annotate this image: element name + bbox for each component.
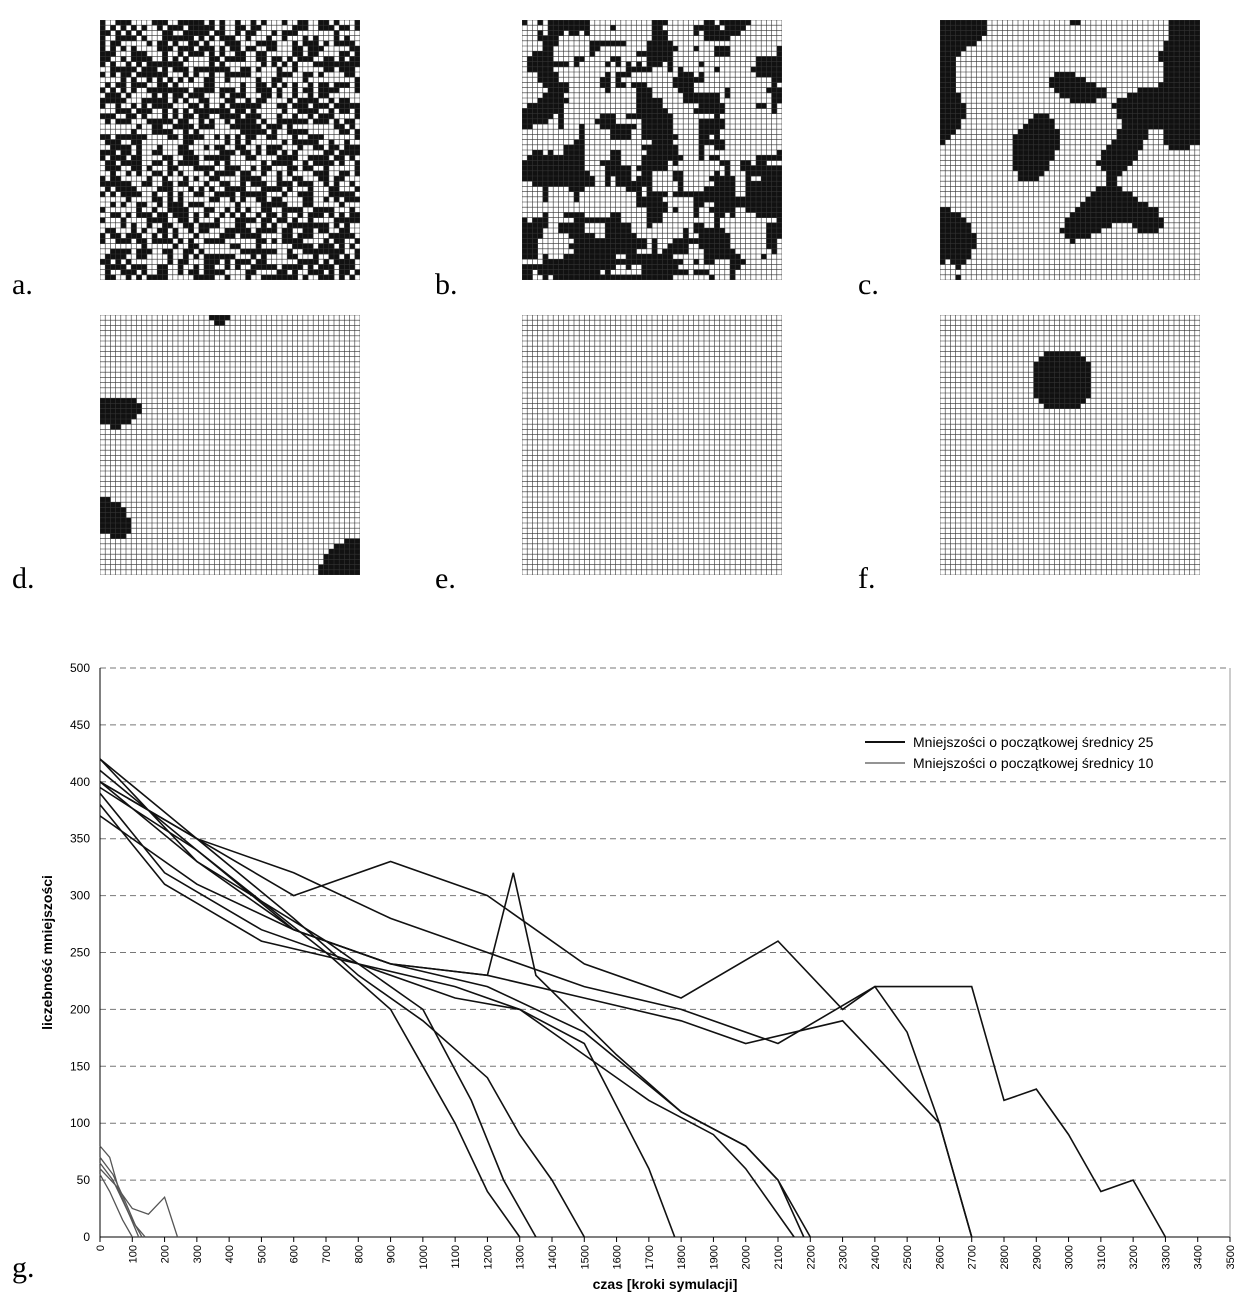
x-tick-label: 400 [224, 1245, 236, 1263]
x-tick-label: 1400 [547, 1245, 559, 1269]
legend-label-1: Mniejszości o początkowej średnicy 25 [913, 734, 1154, 750]
grid-panel-c [940, 20, 1200, 280]
series-line-5 [99, 804, 795, 1238]
series-line-15 [99, 1162, 143, 1238]
x-axis-title: czas [kroki symulacji] [593, 1276, 738, 1292]
x-tick-label: 1300 [515, 1245, 527, 1269]
x-tick-label: 900 [386, 1245, 398, 1263]
x-tick-label: 2300 [838, 1245, 850, 1269]
x-tick-label: 2700 [967, 1245, 979, 1269]
series-line-14 [99, 1174, 133, 1238]
series-line-1 [99, 769, 521, 1238]
x-tick-label: 500 [256, 1245, 268, 1263]
y-tick-label: 100 [70, 1116, 90, 1130]
y-tick-label: 450 [70, 718, 90, 732]
y-axis-title: liczebność mniejszości [39, 875, 55, 1030]
x-tick-label: 3100 [1096, 1245, 1108, 1269]
grid-panel-b [522, 20, 782, 280]
y-tick-label: 0 [83, 1230, 90, 1244]
panel-label-g: g. [12, 1251, 35, 1284]
x-tick-label: 1500 [579, 1245, 591, 1269]
x-tick-label: 800 [353, 1245, 365, 1263]
series-line-4 [99, 792, 676, 1238]
series-line-2 [99, 758, 537, 1238]
x-tick-label: 100 [127, 1245, 139, 1263]
x-tick-label: 2800 [999, 1245, 1011, 1269]
x-tick-label: 3500 [1225, 1245, 1237, 1269]
series-line-12 [99, 1156, 146, 1238]
x-tick-label: 700 [321, 1245, 333, 1263]
y-tick-label: 50 [77, 1173, 91, 1187]
x-tick-label: 1800 [676, 1245, 688, 1269]
x-tick-label: 3400 [1193, 1245, 1205, 1269]
grid-panel-a [100, 20, 360, 280]
grid-panel-f [940, 315, 1200, 575]
series-line-8 [99, 758, 973, 1238]
legend-label-2: Mniejszości o początkowej średnicy 10 [913, 755, 1154, 771]
x-tick-label: 2200 [805, 1245, 817, 1269]
x-tick-label: 200 [160, 1245, 172, 1263]
x-tick-label: 2100 [773, 1245, 785, 1269]
grid-panel-e [522, 315, 782, 575]
y-tick-label: 150 [70, 1059, 90, 1073]
x-tick-label: 3000 [1064, 1245, 1076, 1269]
x-tick-label: 1900 [708, 1245, 720, 1269]
series-line-9 [99, 781, 1167, 1238]
x-tick-label: 2400 [870, 1245, 882, 1269]
panel-label-d: d. [12, 562, 35, 595]
x-tick-label: 2600 [934, 1245, 946, 1269]
series-line-13 [99, 1168, 179, 1238]
x-tick-label: 1100 [450, 1245, 462, 1269]
y-tick-label: 300 [70, 889, 90, 903]
x-tick-label: 3300 [1160, 1245, 1172, 1269]
panel-label-b: b. [435, 268, 458, 301]
y-tick-label: 250 [70, 946, 90, 960]
x-tick-label: 1200 [482, 1245, 494, 1269]
series-line-10 [99, 786, 973, 1238]
panel-label-c: c. [858, 268, 879, 301]
x-tick-label: 600 [289, 1245, 301, 1263]
x-tick-label: 0 [95, 1245, 107, 1251]
x-tick-label: 3200 [1128, 1245, 1140, 1269]
series-line-11 [99, 1145, 140, 1238]
y-tick-label: 500 [70, 661, 90, 675]
y-tick-label: 200 [70, 1002, 90, 1016]
x-tick-label: 1700 [644, 1245, 656, 1269]
panel-label-a: a. [12, 268, 33, 301]
x-tick-label: 2000 [741, 1245, 753, 1269]
y-tick-label: 350 [70, 832, 90, 846]
series-line-7 [99, 815, 805, 1238]
y-tick-label: 400 [70, 775, 90, 789]
x-tick-label: 2500 [902, 1245, 914, 1269]
x-tick-label: 300 [192, 1245, 204, 1263]
x-tick-label: 1600 [612, 1245, 624, 1269]
line-chart: 0 50 100 150 200 250 300 350 400 450 500 0 100 200 300… [12, 661, 1237, 1292]
panel-label-f: f. [858, 562, 876, 595]
x-tick-label: 2900 [1031, 1245, 1043, 1269]
grid-panel-d [100, 315, 360, 575]
x-tick-label: 1000 [418, 1245, 430, 1269]
panel-label-e: e. [435, 562, 456, 595]
series-line-3 [99, 781, 585, 1238]
